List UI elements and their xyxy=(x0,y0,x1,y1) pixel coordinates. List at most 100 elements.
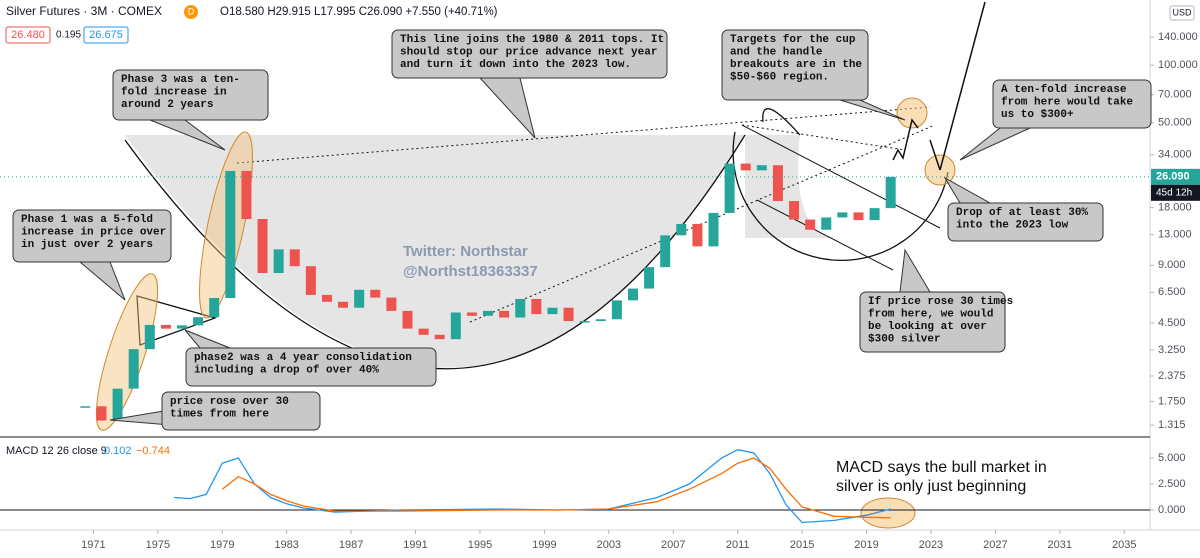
y-tick-label: 2.375 xyxy=(1158,370,1186,382)
bid[interactable]: 26.480 xyxy=(11,29,45,41)
trend-line xyxy=(469,124,936,323)
badge: D xyxy=(188,6,195,16)
candle xyxy=(821,217,832,230)
candle xyxy=(885,176,896,209)
y-tick-label: 3.250 xyxy=(1158,344,1186,356)
callout-box xyxy=(391,29,668,79)
candle xyxy=(177,325,188,329)
signal-value: −0.744 xyxy=(136,445,170,457)
annotation-text: Drop of at least 30% xyxy=(956,207,1088,219)
candle xyxy=(579,321,590,323)
y-tick-label: 100.000 xyxy=(1158,59,1198,71)
highlight xyxy=(896,97,928,129)
annotation-text: Twitter: Northstar xyxy=(403,243,528,260)
candle xyxy=(96,406,107,421)
trend-line xyxy=(756,199,894,271)
x-tick-label: 1991 xyxy=(403,539,427,551)
currency-box[interactable] xyxy=(1169,5,1195,21)
last-price-box xyxy=(1151,168,1200,185)
candle xyxy=(305,266,316,295)
candle xyxy=(241,170,252,220)
currency[interactable]: USD xyxy=(1172,7,1192,17)
candle xyxy=(595,319,606,322)
candle xyxy=(289,249,300,267)
annotation-text: silver is only just beginning xyxy=(836,478,1026,495)
highlight xyxy=(860,497,916,529)
candle xyxy=(193,317,204,326)
spread: 0.195 xyxy=(56,30,81,41)
candle xyxy=(418,328,429,335)
candle xyxy=(160,324,171,329)
annotations: Phase 3 was a ten-fold increase inaround… xyxy=(12,29,1152,495)
indicator-title: MACD 12 26 close 9 xyxy=(6,445,107,457)
highlight xyxy=(95,273,159,431)
annotation-text: Targets for the cup xyxy=(730,34,856,46)
annotation-text: If price rose 30 times xyxy=(868,296,1013,308)
x-tick-label: 2031 xyxy=(1048,539,1072,551)
annotation-text: into the 2023 low xyxy=(956,219,1069,231)
x-tick-label: 2003 xyxy=(597,539,621,551)
annotation-text: should stop our price advance next year xyxy=(400,46,657,58)
annotation-text: increase in price over xyxy=(21,226,166,238)
callout-box xyxy=(947,202,1104,242)
candle xyxy=(805,219,816,230)
candle xyxy=(644,267,655,289)
candle xyxy=(853,212,864,221)
x-tick-label: 1987 xyxy=(339,539,363,551)
handle-arc xyxy=(732,131,949,261)
annotation-text: breakouts are in the xyxy=(730,59,862,71)
countdown: 45d 12h xyxy=(1156,187,1192,198)
candle xyxy=(209,298,220,318)
callout-box xyxy=(185,347,437,387)
annotation-text: from here, we would xyxy=(868,308,993,320)
plot: 1.315 1.750 2.375 3.250 4.500 6.500 9.000 13.00… xyxy=(0,31,1200,551)
candle xyxy=(837,212,848,218)
x-tick-label: 1995 xyxy=(468,539,492,551)
candle xyxy=(740,163,751,171)
x-tick-label: 1983 xyxy=(274,539,298,551)
candle xyxy=(676,223,687,236)
y-tick-label: 0.000 xyxy=(1158,504,1186,516)
annotation-text: us to $300+ xyxy=(1001,109,1074,121)
annotation-text: $50-$60 region. xyxy=(730,71,829,83)
callout-box xyxy=(859,291,1006,353)
countdown-box xyxy=(1151,184,1200,201)
candle xyxy=(128,349,139,389)
annotation-text: fold increase in xyxy=(121,86,227,98)
candle xyxy=(273,249,284,274)
annotation-text: A ten-fold increase xyxy=(1001,84,1127,96)
annotation-text: including a drop of over 40% xyxy=(194,364,379,376)
y-tick-label: 34.000 xyxy=(1158,149,1192,161)
y-tick-label: 70.000 xyxy=(1158,89,1192,101)
candle xyxy=(756,165,767,171)
annotation-text: and turn it down into the 2023 low. xyxy=(400,59,631,71)
y-tick-label: 1.315 xyxy=(1158,419,1186,431)
bid-box[interactable] xyxy=(5,26,51,44)
x-tick-label: 1979 xyxy=(210,539,234,551)
candle xyxy=(611,300,622,320)
ask[interactable]: 26.675 xyxy=(89,29,123,41)
projection xyxy=(929,139,941,171)
candle xyxy=(483,310,494,316)
ask-box[interactable] xyxy=(83,26,129,44)
candle xyxy=(386,297,397,311)
candle xyxy=(450,312,461,340)
callout-box xyxy=(161,391,321,431)
indicator-line xyxy=(221,457,891,519)
annotation-text: @Northst18363337 xyxy=(403,263,538,280)
header-bg xyxy=(0,0,500,22)
annotation-text: Phase 1 was a 5-fold xyxy=(21,214,153,226)
projection xyxy=(892,118,919,161)
annotation-text: around 2 years xyxy=(121,99,213,111)
badge-bg xyxy=(184,5,198,19)
callout-box xyxy=(721,29,869,101)
annotation-text: price rose over 30 xyxy=(170,396,289,408)
trend-line xyxy=(236,106,931,164)
annotation-text: phase2 was a 4 year consolidation xyxy=(194,352,412,364)
annotation-text: This line joins the 1980 & 2011 tops. It xyxy=(400,34,664,46)
macd-value: 0.102 xyxy=(104,445,132,457)
y-tick-label: 18.000 xyxy=(1158,202,1192,214)
candle xyxy=(225,170,236,299)
y-tick-label: 1.750 xyxy=(1158,395,1186,407)
y-tick-label: 50.000 xyxy=(1158,117,1192,129)
